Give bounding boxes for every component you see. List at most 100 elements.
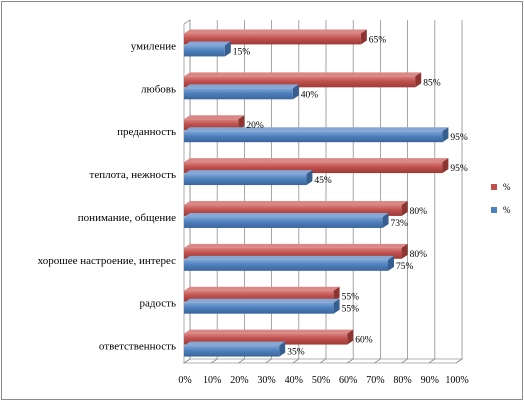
data-label: 75% [396,262,414,272]
bar-end-face [279,341,286,357]
gridline-floor [346,358,354,364]
x-tick-label: 90% [421,375,439,386]
bar-front-face [184,302,334,314]
bar-1 [184,341,286,357]
bar-end-face [415,72,422,88]
bar-0 [184,72,422,88]
category-label: понимание, общение [78,212,176,224]
x-tick-label: 60% [339,375,357,386]
data-label: 45% [314,176,332,186]
bar-end-face [401,243,408,259]
x-tick-label: 40% [285,375,303,386]
bar-end-face [306,170,313,186]
bar-front-face [184,45,225,57]
gridline-floor [428,358,436,364]
bars [184,29,449,357]
bar-top-face [184,200,408,205]
bar-1 [184,41,231,57]
data-label: 80% [410,207,428,217]
bar-end-face [347,329,354,345]
gridline-floor [183,358,191,364]
bar-top-face [184,158,449,163]
x-tick-label: 100% [445,375,468,386]
bar-1 [184,298,340,314]
bar-1 [184,170,313,186]
bar-front-face [184,333,348,345]
bar-front-face [184,131,443,143]
bar-top-face [184,41,231,46]
x-tick-label: 70% [366,375,384,386]
data-label: 60% [355,336,373,346]
legend-swatch [491,184,497,190]
bar-top-face [184,286,340,291]
legend-label: % [503,182,511,192]
bar-end-face [442,127,449,143]
bar-end-face [333,286,340,302]
x-tick-label: 30% [257,375,275,386]
bar-top-face [184,84,299,89]
legend-label: % [503,205,511,215]
bar-end-face [401,200,408,216]
category-label: ответственность [99,341,176,353]
labels: 0% 10% 20% 30% 40% 50% 60% 70% 80% 90% 100% умилени… [38,35,469,386]
bar-end-face [360,29,367,45]
category-label: радость [140,298,176,310]
data-label: 35% [287,348,305,358]
data-label: 20% [246,121,264,131]
x-tick-label: 50% [312,375,330,386]
category-label: любовь [141,83,176,95]
bar-0 [184,243,408,259]
x-tick-label: 10% [203,375,221,386]
bar-1 [184,84,299,100]
bar-end-face [333,298,340,314]
bar-front-face [184,162,443,174]
bar-0 [184,286,340,302]
bar-0 [184,29,367,45]
bar-top-face [184,329,354,334]
gridline-floor [292,358,300,364]
bar-front-face [184,76,416,88]
bar-top-face [184,341,286,346]
bar-top-face [184,243,408,248]
bar-front-face [184,119,239,131]
bar-front-face [184,174,307,186]
data-label: 65% [369,35,387,45]
data-label: 55% [342,293,360,303]
gridline-floor [401,358,408,364]
x-tick-label: 20% [230,375,248,386]
legend-swatch [491,207,497,213]
bar-front-face [184,345,280,357]
bar-front-face [184,216,383,228]
bar-0 [184,158,449,174]
bar-0 [184,115,245,131]
bar-top-face [184,170,313,175]
legend: %% [491,182,511,215]
bar-front-face [184,204,402,216]
data-label: 95% [450,164,468,174]
bar-front-face [184,259,388,271]
bar-end-face [388,255,394,271]
category-label: преданность [117,126,176,138]
bar-top-face [184,212,389,217]
bar-top-face [184,29,367,34]
bar-top-face [184,115,245,120]
bar-top-face [184,298,340,303]
x-tick-label: 80% [393,375,411,386]
bar-end-face [442,158,449,174]
data-label: 40% [301,90,319,100]
bar-front-face [184,290,334,302]
bar-1 [184,212,389,228]
bar-top-face [184,255,394,260]
bar-top-face [184,72,422,77]
category-label: теплота, нежность [90,169,176,181]
bar-1 [184,127,449,143]
data-label: 85% [423,78,441,88]
category-label: умиление [131,40,176,52]
bar-top-face [184,127,449,132]
data-label: 55% [342,305,360,315]
bar-0 [184,200,408,216]
bar-front-face [184,88,293,100]
bar-end-face [238,115,245,131]
data-label: 95% [450,133,468,143]
